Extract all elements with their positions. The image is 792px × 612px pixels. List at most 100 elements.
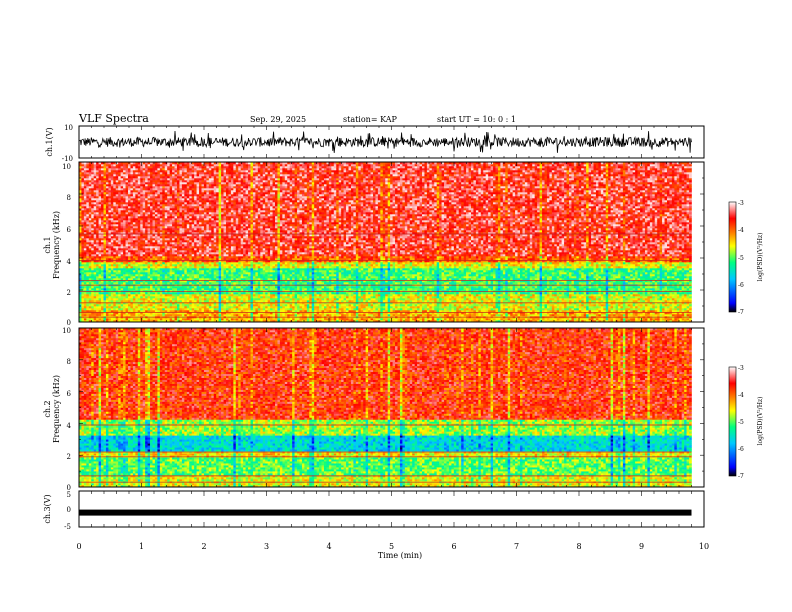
spectrogram-cell <box>104 242 107 244</box>
spectrogram-cell <box>91 308 94 310</box>
spectrogram-cell <box>108 286 111 288</box>
spectrogram-cell <box>94 180 97 182</box>
spectrogram-cell <box>89 170 92 172</box>
spectrogram-cell <box>101 182 104 184</box>
spectrogram-cell <box>99 216 102 218</box>
spectrogram-cell <box>96 216 99 218</box>
spectrogram-cell <box>106 208 109 210</box>
spectrogram-cell <box>81 226 84 228</box>
spectrogram-cell <box>104 230 107 232</box>
spectrogram-cell <box>81 220 84 222</box>
spectrogram-cell <box>89 288 92 290</box>
spectrogram-cell <box>106 236 109 238</box>
spectrogram-cell <box>86 192 89 194</box>
spectrogram-cell <box>99 172 102 174</box>
spectrogram-cell <box>84 254 87 256</box>
spectrogram-cell <box>81 190 84 192</box>
spectrogram-cell <box>108 184 111 186</box>
spectrogram-cell <box>94 216 97 218</box>
spectrogram-cell <box>104 306 107 308</box>
spectrogram-cell <box>81 228 84 230</box>
spectrogram-cell <box>89 192 92 194</box>
spectrogram-cell <box>101 180 104 182</box>
spectrogram-cell <box>99 318 102 320</box>
spectrogram-cell <box>81 230 84 232</box>
spectrogram-cell <box>94 174 97 176</box>
spectrogram-cell <box>104 286 107 288</box>
spectrogram-cell <box>99 226 102 228</box>
spectrogram-cell <box>99 236 102 238</box>
spectrogram-cell <box>101 282 104 284</box>
spectrogram-cell <box>99 270 102 272</box>
spectrogram-cell <box>86 294 89 296</box>
spectrogram-cell <box>94 172 97 174</box>
spectrogram-cell <box>99 218 102 220</box>
spectrogram-cell <box>108 314 111 316</box>
spectrogram-cell <box>96 244 99 246</box>
spectrogram-cell <box>94 304 97 306</box>
spectrogram-cell <box>99 222 102 224</box>
spectrogram-cell <box>106 188 109 190</box>
spectrogram-cell <box>99 286 102 288</box>
spectrogram-cell <box>96 240 99 242</box>
spectrogram-cell <box>91 224 94 226</box>
spectrogram-cell <box>81 208 84 210</box>
spectrogram-cell <box>81 168 84 170</box>
spectrogram-cell <box>86 288 89 290</box>
spectrogram-cell <box>96 208 99 210</box>
spectrogram-cell <box>108 266 111 268</box>
spectrogram-cell <box>91 266 94 268</box>
spectrogram-cell <box>86 182 89 184</box>
spectrogram-cell <box>94 198 97 200</box>
spectrogram-cell <box>106 214 109 216</box>
spectrogram-cell <box>94 208 97 210</box>
spectrogram-cell <box>108 264 111 266</box>
spectrogram-cell <box>96 264 99 266</box>
spectrogram-cell <box>84 288 87 290</box>
spectrogram-cell <box>106 272 109 274</box>
spectrogram-cell <box>108 188 111 190</box>
spectrogram-cell <box>81 296 84 298</box>
spectrogram-cell <box>94 276 97 278</box>
spectrogram-cell <box>96 224 99 226</box>
spectrogram-cell <box>89 252 92 254</box>
spectrogram-cell <box>101 190 104 192</box>
spectrogram-cell <box>86 268 89 270</box>
spectrogram-cell <box>84 250 87 252</box>
spectrogram-cell <box>94 296 97 298</box>
spectrogram-cell <box>84 236 87 238</box>
spectrogram-cell <box>89 224 92 226</box>
spectrogram-cell <box>81 174 84 176</box>
spectrogram-cell <box>106 288 109 290</box>
spectrogram-cell <box>84 196 87 198</box>
spectrogram-cell <box>96 170 99 172</box>
spectrogram-cell <box>106 170 109 172</box>
spectrogram-cell <box>99 242 102 244</box>
spectrogram-cell <box>96 236 99 238</box>
spectrogram-cell <box>89 242 92 244</box>
spectrogram-cell <box>91 318 94 320</box>
spectrogram-cell <box>101 314 104 316</box>
spectrogram-cell <box>96 300 99 302</box>
spectrogram-cell <box>84 308 87 310</box>
spectrogram-cell <box>86 180 89 182</box>
spectrogram-cell <box>106 164 109 166</box>
spectrogram-cell <box>96 166 99 168</box>
spectrogram-cell <box>91 228 94 230</box>
spectrogram-cell <box>99 204 102 206</box>
spectrogram-cell <box>99 256 102 258</box>
spectrogram-cell <box>94 222 97 224</box>
spectrogram-cell <box>91 254 94 256</box>
spectrogram-cell <box>108 186 111 188</box>
spectrogram-cell <box>94 288 97 290</box>
spectrogram-cell <box>94 252 97 254</box>
spectrogram-cell <box>101 318 104 320</box>
spectrogram-cell <box>96 238 99 240</box>
spectrogram-cell <box>101 262 104 264</box>
spectrogram-cell <box>99 224 102 226</box>
spectrogram-cell <box>99 212 102 214</box>
spectrogram-cell <box>89 298 92 300</box>
spectrogram-cell <box>108 244 111 246</box>
spectrogram-cell <box>86 240 89 242</box>
spectrogram-cell <box>94 254 97 256</box>
